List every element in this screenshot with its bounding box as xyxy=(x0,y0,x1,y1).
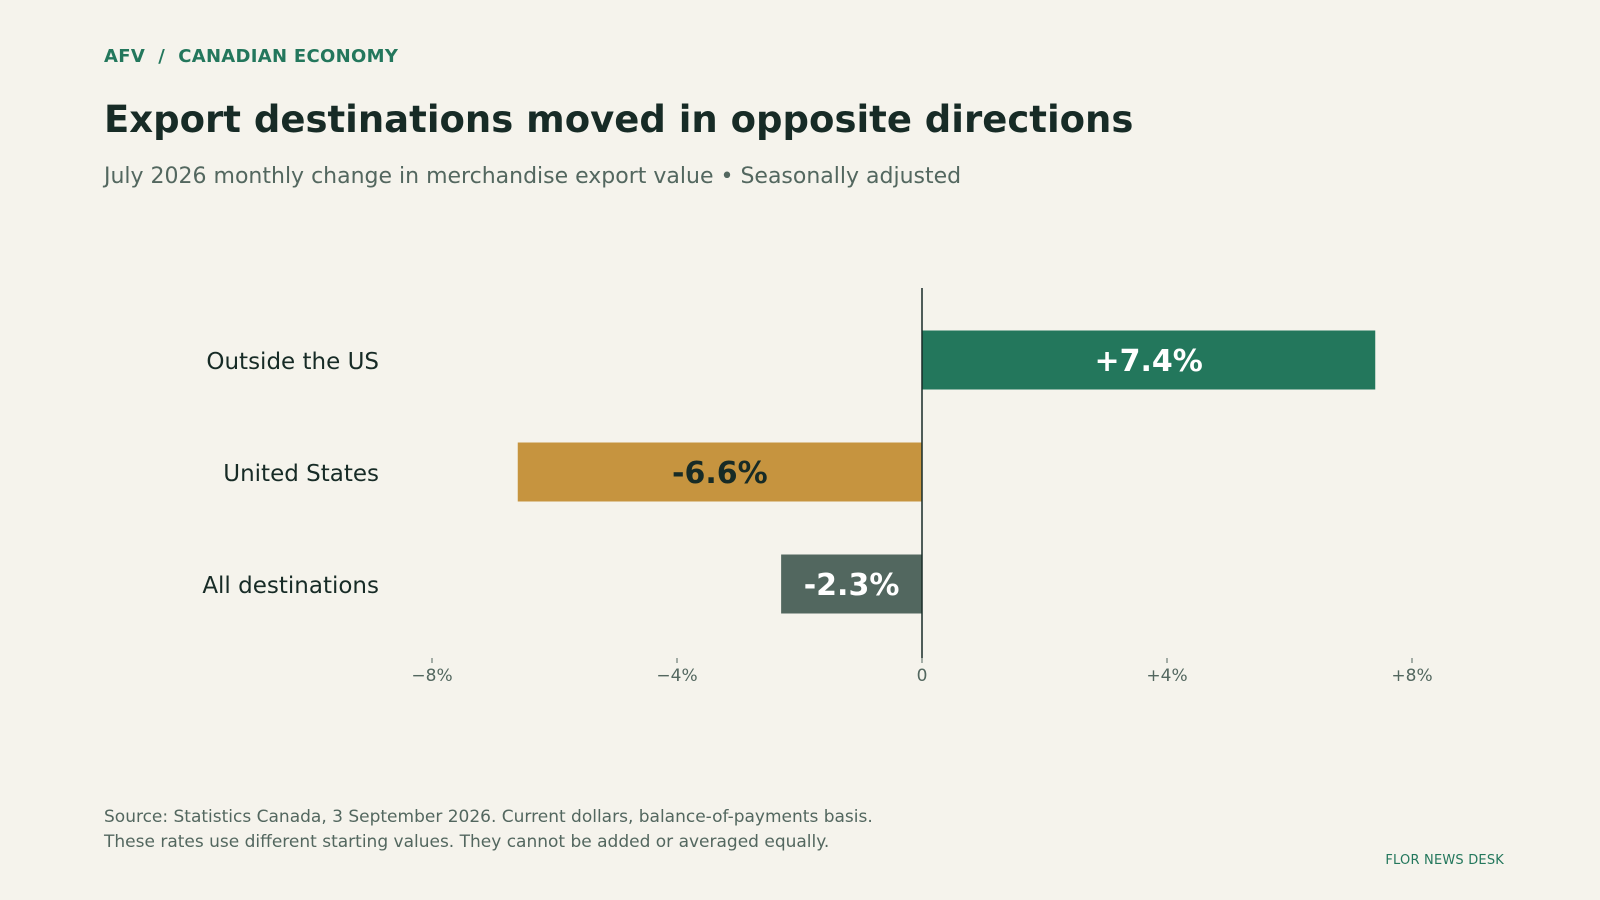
x-tick-label-2: 0 xyxy=(917,666,928,686)
source-note: Source: Statistics Canada, 3 September 2… xyxy=(104,805,873,855)
chart-subtitle: July 2026 monthly change in merchandise … xyxy=(104,164,962,189)
source-line-1: Source: Statistics Canada, 3 September 2… xyxy=(104,807,873,827)
category-label-2: All destinations xyxy=(202,573,379,599)
data-label-1: -6.6% xyxy=(672,456,768,491)
data-label-2: -2.3% xyxy=(804,568,900,603)
bar-1 xyxy=(517,442,922,502)
bar-0 xyxy=(922,330,1376,390)
x-tick-label-3: +4% xyxy=(1146,666,1187,686)
credit-label: FLOR NEWS DESK xyxy=(1385,853,1504,868)
category-label-0: Outside the US xyxy=(206,349,379,375)
data-label-0: +7.4% xyxy=(1094,344,1202,379)
x-tick-label-1: −4% xyxy=(656,666,697,686)
x-tick-label-4: +8% xyxy=(1391,666,1432,686)
kicker-label: AFV / CANADIAN ECONOMY xyxy=(104,46,399,67)
x-tick-label-0: −8% xyxy=(411,666,452,686)
category-label-1: United States xyxy=(223,461,379,487)
source-line-2: These rates use different starting value… xyxy=(104,832,830,852)
bar-2 xyxy=(781,554,922,614)
chart-title: Export destinations moved in opposite di… xyxy=(104,98,1134,141)
